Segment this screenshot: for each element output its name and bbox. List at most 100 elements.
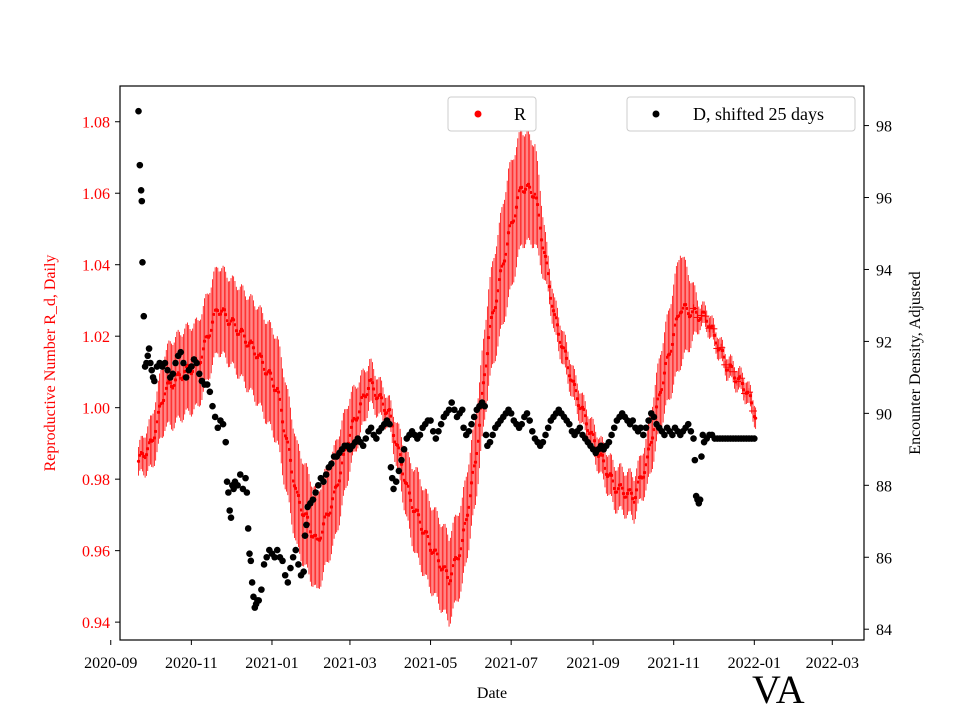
- r-point: [472, 464, 476, 468]
- r-point: [427, 542, 431, 546]
- r-point: [658, 390, 663, 394]
- d-point: [696, 496, 704, 504]
- d-point: [169, 370, 177, 378]
- legend-d-label: D, shifted 25 days: [693, 104, 824, 124]
- r-point: [424, 530, 429, 534]
- r-point: [469, 481, 474, 485]
- d-point: [223, 478, 231, 486]
- r-point: [279, 408, 283, 412]
- d-point: [608, 431, 615, 439]
- r-point: [686, 312, 690, 316]
- d-point: [507, 410, 515, 417]
- d-point: [271, 553, 278, 561]
- r-point: [520, 185, 524, 189]
- y-right-tick-label-5: 94: [876, 262, 892, 279]
- r-point: [586, 429, 590, 433]
- r-point: [415, 508, 419, 512]
- r-point: [643, 470, 647, 475]
- r-point: [459, 547, 463, 551]
- r-point: [160, 401, 164, 405]
- d-point: [398, 456, 405, 464]
- r-point: [378, 392, 382, 397]
- r-point: [710, 324, 714, 328]
- r-point: [224, 313, 228, 317]
- r-point: [393, 440, 397, 444]
- d-point: [295, 561, 302, 568]
- r-point: [162, 398, 166, 403]
- y-right-tick-label-3: 90: [876, 406, 892, 423]
- legend-d-box: [626, 96, 856, 132]
- r-point: [493, 306, 497, 310]
- d-point: [400, 446, 408, 453]
- d-point: [458, 406, 466, 414]
- r-point: [467, 505, 471, 509]
- r-point: [546, 271, 550, 276]
- y-left-tick-label-5: 1.04: [82, 258, 110, 275]
- d-point: [144, 352, 152, 360]
- r-point: [572, 382, 577, 387]
- r-point: [722, 355, 726, 359]
- d-point: [470, 413, 478, 421]
- d-point: [243, 489, 251, 496]
- d-point: [437, 420, 445, 428]
- r-point: [565, 356, 569, 360]
- r-point: [526, 182, 530, 186]
- d-point: [642, 424, 650, 432]
- r-point: [534, 196, 538, 200]
- r-point: [212, 312, 216, 317]
- r-point: [270, 377, 274, 381]
- r-point: [218, 312, 223, 316]
- x-axis-label: Date: [477, 685, 507, 702]
- r-point: [609, 473, 614, 477]
- r-point: [321, 522, 326, 526]
- d-point: [263, 553, 270, 561]
- r-point: [237, 332, 241, 336]
- r-point: [446, 575, 450, 580]
- r-point: [241, 329, 245, 333]
- d-point: [303, 521, 310, 529]
- r-point: [280, 420, 285, 424]
- d-point: [140, 312, 148, 320]
- r-point: [373, 393, 377, 397]
- d-point: [219, 420, 227, 428]
- d-point: [320, 478, 327, 486]
- r-point: [575, 397, 579, 401]
- r-point: [558, 340, 562, 345]
- legend-d: D, shifted 25 days: [626, 96, 856, 132]
- r-point: [513, 214, 517, 218]
- d-point: [640, 431, 647, 439]
- x-tick-label-4: 2021-05: [404, 655, 457, 672]
- y-right-tick-label-0: 84: [876, 622, 892, 639]
- d-point: [145, 345, 153, 352]
- r-point: [748, 394, 752, 398]
- r-point: [291, 479, 295, 483]
- r-point: [391, 433, 396, 438]
- d-point: [526, 417, 533, 424]
- r-point: [644, 463, 648, 467]
- r-point: [732, 376, 737, 380]
- r-point: [209, 328, 213, 332]
- d-point: [188, 363, 195, 370]
- d-point: [227, 514, 235, 521]
- r-point: [685, 306, 689, 311]
- d-point: [661, 431, 668, 439]
- r-point: [253, 352, 257, 356]
- r-point: [616, 486, 620, 491]
- d-point: [690, 435, 697, 442]
- d-point: [226, 507, 233, 514]
- d-point: [195, 370, 203, 378]
- r-point: [436, 559, 441, 563]
- r-point: [376, 396, 380, 400]
- r-series: [136, 129, 758, 627]
- r-point: [331, 497, 335, 501]
- r-point: [698, 317, 702, 321]
- d-point: [161, 359, 169, 367]
- r-point: [172, 383, 176, 388]
- r-point: [366, 386, 371, 391]
- r-point: [730, 364, 734, 369]
- r-point: [502, 259, 507, 263]
- x-tick-label-1: 2020-11: [165, 655, 218, 672]
- r-point: [155, 420, 159, 424]
- r-point: [517, 189, 521, 193]
